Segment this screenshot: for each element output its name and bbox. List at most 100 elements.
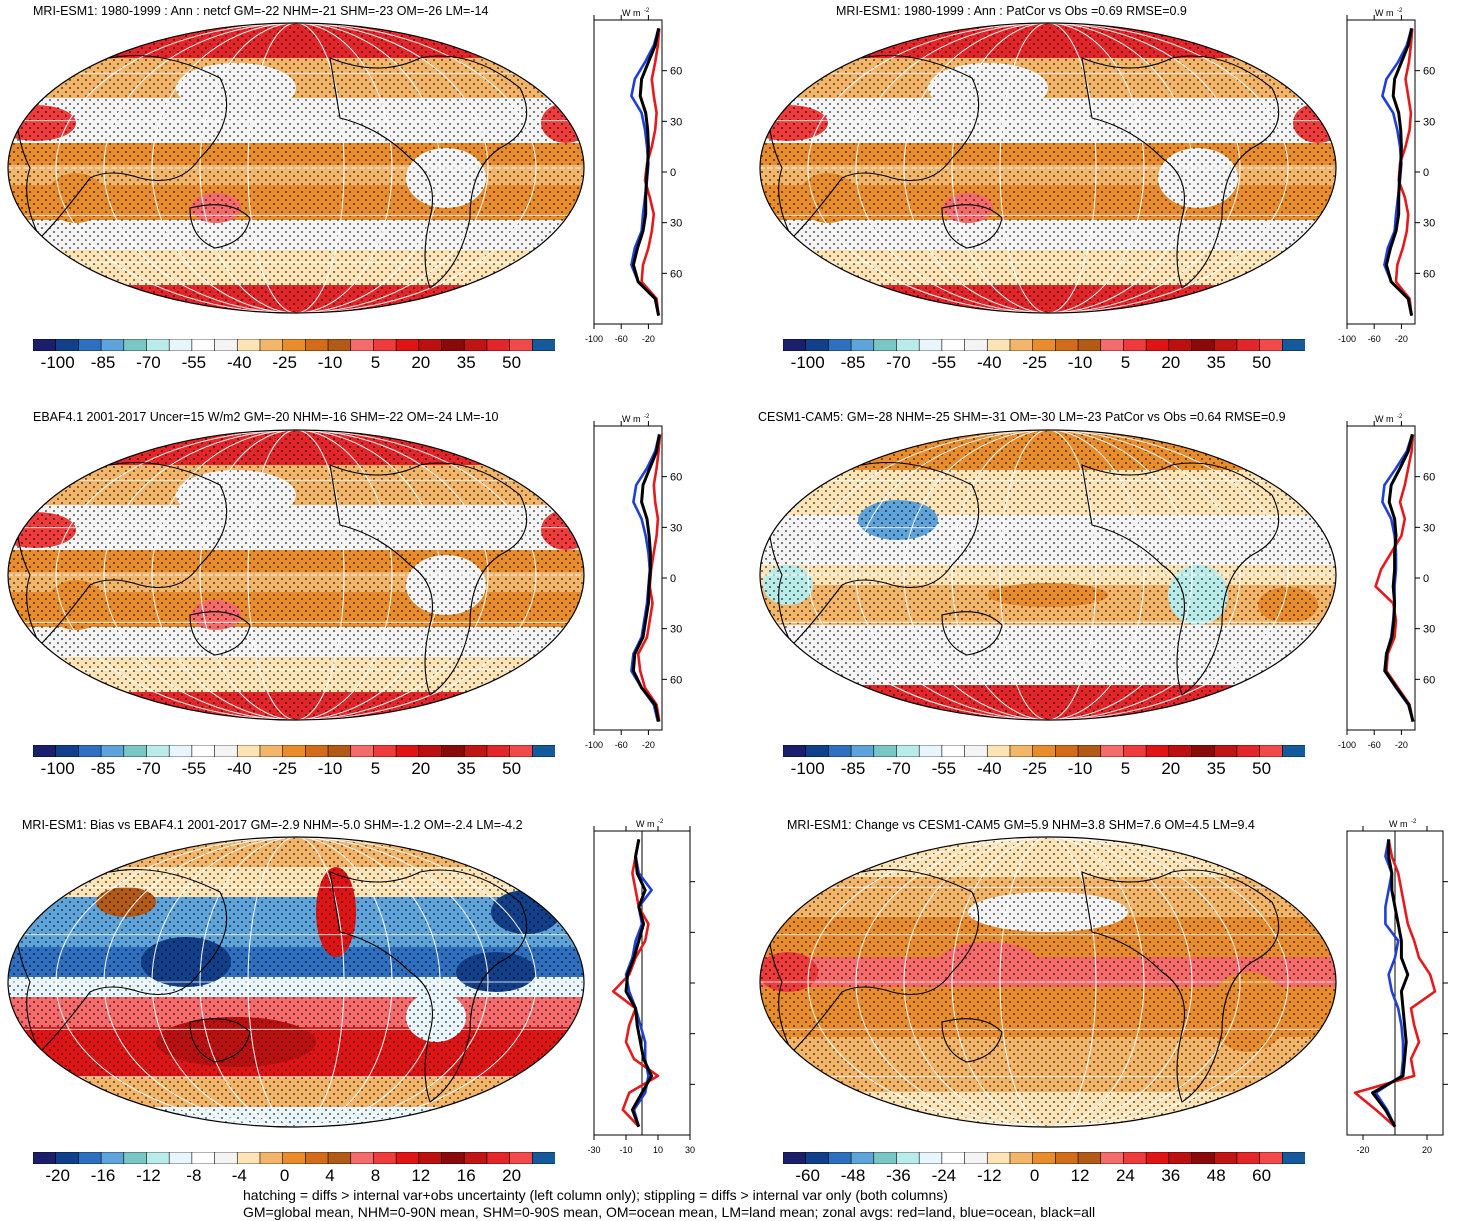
colorbar-swatch (964, 1152, 989, 1164)
coastline (1081, 462, 1280, 696)
zonal-series-land (1353, 839, 1437, 1128)
footer-note-2: GM=global mean, NHM=0-90N mean, SHM=0-90… (243, 1204, 1096, 1220)
colorbar-label: -85 (90, 353, 116, 372)
colorbar-label: 0 (1029, 1166, 1040, 1185)
colorbar-label: -100 (40, 759, 75, 778)
colorbar-swatch (373, 745, 397, 757)
coastline (329, 869, 528, 1103)
zonal-ylabel: 30N (670, 116, 682, 128)
zonal-xlabel: 20 (1422, 1145, 1432, 1155)
graticule-lon (999, 23, 1097, 313)
colorbar-swatch (1123, 745, 1147, 757)
zonal-ylabel: 0 (670, 167, 676, 179)
colorbar-swatch (850, 1152, 875, 1164)
colorbar-swatch (1213, 745, 1238, 757)
map-field (760, 837, 1336, 1127)
map-border (759, 22, 1337, 314)
colorbar-label: -70 (886, 353, 911, 372)
zonal-series-ocean (1381, 433, 1415, 722)
colorbar-swatch (509, 745, 534, 757)
zonal-ylabel: 30N (670, 522, 682, 534)
colorbar-swatch (100, 745, 125, 757)
zonal-xlabel: -20 (642, 334, 655, 344)
map-border (759, 836, 1337, 1128)
colorbar-swatch (986, 339, 1011, 351)
zonal-xlabel: -100 (1338, 334, 1356, 344)
colorbar-swatch (78, 339, 102, 351)
colorbar-swatch (78, 1152, 102, 1164)
zonal-ylabel: 60N (1423, 66, 1435, 78)
zonal-units-sup: -2 (644, 414, 650, 420)
colorbar-swatch (1077, 339, 1102, 351)
colorbar-label: -85 (90, 759, 116, 778)
graticule-lon (151, 23, 441, 313)
colorbar-swatch (986, 1152, 1011, 1164)
colorbar-label: -20 (45, 1166, 70, 1185)
colorbar-swatch (1145, 339, 1170, 351)
zonal-ylabel: 60S (670, 268, 682, 280)
colorbar-swatch (941, 339, 966, 351)
colorbar-swatch (1168, 339, 1193, 351)
colorbar-label: -60 (795, 1166, 820, 1185)
zonal-series-all (624, 839, 654, 1128)
colorbar (33, 339, 555, 351)
colorbar-swatch (509, 1152, 534, 1164)
colorbar-label: -40 (226, 353, 252, 372)
colorbar-swatch (486, 339, 511, 351)
colorbar-swatch (896, 745, 920, 757)
colorbar-label: 35 (1206, 353, 1226, 372)
colorbar-label: 5 (1120, 759, 1131, 778)
colorbar-swatch (236, 339, 261, 351)
coastline (768, 54, 980, 239)
colorbar-swatch (418, 339, 443, 351)
zonal-ylabel: 60S (1423, 268, 1435, 280)
zonal-ylabel: 30S (1423, 218, 1435, 230)
graticule-lon (903, 837, 1193, 1127)
map-plot (7, 429, 585, 721)
colorbar-swatch (282, 745, 307, 757)
colorbar-swatch (191, 745, 216, 757)
map-plot (7, 22, 585, 314)
graticule-lon (55, 23, 537, 313)
colorbar-swatch (236, 1152, 261, 1164)
colorbar-swatch (1032, 339, 1057, 351)
colorbar-swatch (33, 339, 57, 351)
map-plot (759, 836, 1337, 1128)
zonal-ylabel: 30S (670, 624, 682, 636)
colorbar-swatch (1055, 745, 1079, 757)
map-plot (759, 429, 1337, 721)
graticule-lon (855, 430, 1241, 720)
panel-title: MRI-ESM1: 1980-1999 : Ann : netcf GM=-22… (33, 4, 489, 18)
zonal-xlabel: -100 (585, 740, 603, 750)
colorbar-swatch (463, 1152, 488, 1164)
graticule-lon (199, 837, 393, 1127)
colorbar-swatch (1100, 745, 1125, 757)
colorbar-label: -85 (840, 759, 866, 778)
graticule-lon (999, 430, 1097, 720)
colorbar-label: -12 (136, 1166, 161, 1185)
zonal-xlabel: 30 (685, 1145, 695, 1155)
colorbar-swatch (259, 745, 284, 757)
zonal-series-all (1384, 28, 1414, 316)
coastline (329, 462, 528, 696)
colorbar-swatch (282, 1152, 307, 1164)
colorbar-swatch (1213, 1152, 1238, 1164)
colorbar-label: 8 (370, 1166, 381, 1185)
colorbar-label: -8 (186, 1166, 202, 1185)
coastline (189, 204, 251, 249)
colorbar-swatch (896, 1152, 920, 1164)
zonal-units: W m (622, 8, 641, 18)
zonal-xlabel: -60 (615, 334, 628, 344)
colorbar-label: -16 (90, 1166, 116, 1185)
colorbar-swatch (532, 745, 555, 757)
colorbar-swatch (1236, 1152, 1261, 1164)
map-border (7, 22, 585, 314)
colorbar-swatch (327, 1152, 352, 1164)
colorbar-label: -10 (1067, 353, 1093, 372)
colorbar-swatch (1145, 1152, 1170, 1164)
graticule-lon (55, 430, 537, 720)
colorbar-swatch (305, 1152, 329, 1164)
colorbar-label: -40 (976, 353, 1002, 372)
colorbar-label: -40 (226, 759, 252, 778)
colorbar-swatch (33, 745, 57, 757)
